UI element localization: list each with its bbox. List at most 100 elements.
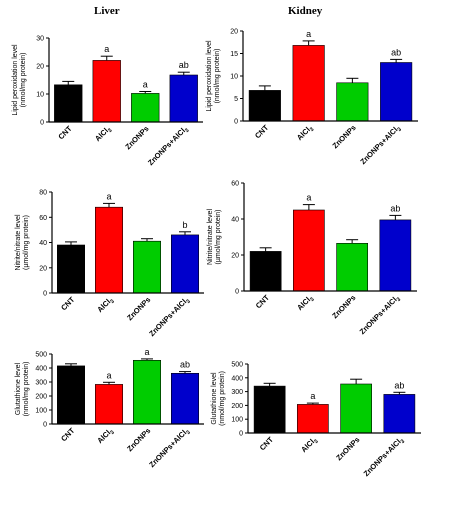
bar-cnt <box>56 244 85 294</box>
bar-znonps-alcl3 <box>380 62 413 122</box>
bar-cnt <box>54 84 83 123</box>
category-label: AlCl3 <box>299 435 320 456</box>
y-tick-label: 100 <box>35 408 47 415</box>
y-tick-label: 40 <box>39 240 47 247</box>
y-tick-label: 10 <box>230 74 238 81</box>
significance-label: a <box>310 391 315 401</box>
kidney-column-title: Kidney <box>288 5 323 17</box>
y-tick-label: 20 <box>231 253 239 260</box>
bar-znonps-alcl3 <box>169 74 198 123</box>
significance-label: a <box>306 193 311 203</box>
bar-alcl3 <box>95 206 124 294</box>
y-tick-label: 80 <box>39 190 47 197</box>
y-tick-label: 200 <box>35 394 47 401</box>
category-label: ZnONPs+AlCl3 <box>147 295 192 340</box>
liver-column-title: Liver <box>94 5 120 17</box>
category-label: ZnONPs <box>123 124 150 151</box>
y-tick-label: 60 <box>231 181 239 188</box>
bar-znonps <box>336 82 369 122</box>
chart-4: CNT a AlCl3 ZnONPs ab ZnONPs+AlCl3 0 20 40 60 Nitr… <box>207 181 417 338</box>
y-axis-label: Lipid peroxidation level(nmol/mg protein… <box>12 44 27 116</box>
category-label: CNT <box>59 295 77 313</box>
significance-label: ab <box>391 47 401 57</box>
category-label: ZnONPs <box>330 123 357 150</box>
significance-label: ab <box>180 360 190 370</box>
bar-znonps-alcl3 <box>383 394 416 434</box>
y-tick-label: 300 <box>231 389 243 396</box>
chart-5: CNT a AlCl3 a ZnONPs ab ZnONPs+AlCl3 0 100 200 300… <box>15 347 204 471</box>
significance-label: a <box>306 29 311 39</box>
y-tick-label: 15 <box>230 51 238 58</box>
chart-6: CNT a AlCl3 ZnONPs ab ZnONPs+AlCl3 0 100 200 300 4… <box>211 362 421 480</box>
chart-3: CNT a AlCl3 ZnONPs b ZnONPs+AlCl3 0 20 40 60 80 Nit… <box>15 190 204 340</box>
bar-alcl3 <box>292 209 325 292</box>
category-label: ZnONPs+AlCl3 <box>358 123 403 168</box>
y-tick-label: 30 <box>36 36 44 43</box>
y-tick-label: 400 <box>231 375 243 382</box>
bar-znonps <box>336 243 369 292</box>
category-label: ZnONPs+AlCl3 <box>146 124 191 169</box>
y-tick-label: 0 <box>43 291 47 298</box>
bar-znonps-alcl3 <box>379 219 412 292</box>
significance-label: a <box>104 44 109 54</box>
category-label: AlCl3 <box>295 293 316 314</box>
y-tick-label: 20 <box>36 64 44 71</box>
y-tick-label: 500 <box>231 362 243 369</box>
bar-cnt <box>56 365 85 425</box>
significance-label: a <box>143 80 148 90</box>
bar-znonps <box>133 359 162 425</box>
significance-label: ab <box>394 380 404 390</box>
category-label: CNT <box>56 124 74 142</box>
y-tick-label: 0 <box>239 431 243 438</box>
bar-alcl3 <box>292 45 325 122</box>
category-label: ZnONPs+AlCl3 <box>358 293 403 338</box>
y-tick-label: 0 <box>234 119 238 126</box>
bar-znonps <box>131 93 160 123</box>
y-axis-label: Glutathione level(nmol/mg protein) <box>15 362 30 417</box>
category-label: AlCl3 <box>295 123 316 144</box>
category-label: ZnONPs+AlCl3 <box>362 435 407 480</box>
y-axis-label: Nitrite/nitrate level(µmol/mg protein) <box>15 214 30 270</box>
significance-label: a <box>144 347 149 357</box>
category-label: AlCl3 <box>95 295 116 316</box>
y-tick-label: 5 <box>234 96 238 103</box>
category-label: AlCl3 <box>93 124 114 145</box>
category-label: ZnONPs <box>125 295 152 322</box>
category-label: AlCl3 <box>95 426 116 447</box>
category-label: ZnONPs+AlCl3 <box>147 426 192 471</box>
significance-label: b <box>182 220 187 230</box>
bar-znonps <box>133 240 162 294</box>
significance-label: ab <box>179 60 189 70</box>
y-tick-label: 40 <box>231 217 239 224</box>
bar-cnt <box>249 251 282 292</box>
bar-alcl3 <box>92 60 121 123</box>
significance-label: a <box>106 370 111 380</box>
significance-label: ab <box>390 203 400 213</box>
category-label: CNT <box>254 293 272 311</box>
y-tick-label: 60 <box>39 215 47 222</box>
y-tick-label: 20 <box>39 265 47 272</box>
y-tick-label: 0 <box>235 289 239 296</box>
bar-cnt <box>248 90 281 122</box>
significance-label: a <box>106 191 111 201</box>
y-tick-label: 400 <box>35 366 47 373</box>
bar-cnt <box>253 385 286 434</box>
category-label: ZnONPs <box>330 293 357 320</box>
category-label: ZnONPs <box>334 435 361 462</box>
bar-alcl3 <box>296 404 329 434</box>
y-tick-label: 100 <box>231 417 243 424</box>
chart-1: CNT a AlCl3 a ZnONPs ab ZnONPs+AlCl3 0 10 20 30 Lip… <box>12 36 203 169</box>
bar-znonps-alcl3 <box>171 234 200 294</box>
y-tick-label: 0 <box>40 120 44 127</box>
y-axis-label: Lipid peroxidation level(nmol/mg protein… <box>206 40 221 112</box>
category-label: ZnONPs <box>125 426 152 453</box>
y-axis-label: Glutathione level(nmol/mg protein) <box>211 371 226 426</box>
y-tick-label: 500 <box>35 352 47 359</box>
y-axis-label: Nitrite/nitrate level(µmol/mg protein) <box>207 209 222 265</box>
y-tick-label: 20 <box>230 29 238 36</box>
bar-alcl3 <box>95 384 124 425</box>
bar-znonps-alcl3 <box>171 372 200 425</box>
chart-2: CNT a AlCl3 ZnONPs ab ZnONPs+AlCl3 0 5 10 15 20 Lip… <box>206 29 418 168</box>
